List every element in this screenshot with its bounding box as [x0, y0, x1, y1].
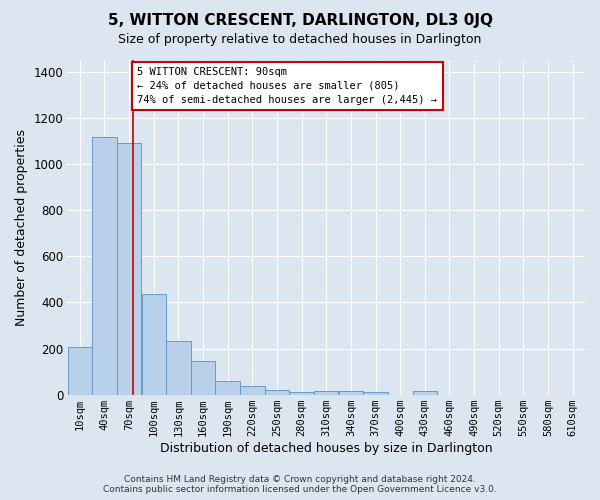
Bar	[413, 390, 437, 395]
Bar	[314, 392, 338, 395]
Text: Size of property relative to detached houses in Darlington: Size of property relative to detached ho…	[118, 32, 482, 46]
X-axis label: Distribution of detached houses by size in Darlington: Distribution of detached houses by size …	[160, 442, 493, 455]
Text: 5 WITTON CRESCENT: 90sqm
← 24% of detached houses are smaller (805)
74% of semi-: 5 WITTON CRESCENT: 90sqm ← 24% of detach…	[137, 67, 437, 105]
Bar	[166, 341, 191, 395]
Bar	[215, 382, 240, 395]
Bar	[68, 348, 92, 395]
Bar	[142, 294, 166, 395]
Bar	[364, 392, 388, 395]
Bar	[265, 390, 289, 395]
Text: 5, WITTON CRESCENT, DARLINGTON, DL3 0JQ: 5, WITTON CRESCENT, DARLINGTON, DL3 0JQ	[107, 12, 493, 28]
Y-axis label: Number of detached properties: Number of detached properties	[15, 129, 28, 326]
Bar	[289, 392, 314, 395]
Bar	[92, 138, 116, 395]
Text: Contains HM Land Registry data © Crown copyright and database right 2024.
Contai: Contains HM Land Registry data © Crown c…	[103, 474, 497, 494]
Bar	[240, 386, 265, 395]
Bar	[191, 362, 215, 395]
Bar	[117, 143, 141, 395]
Bar	[338, 390, 363, 395]
